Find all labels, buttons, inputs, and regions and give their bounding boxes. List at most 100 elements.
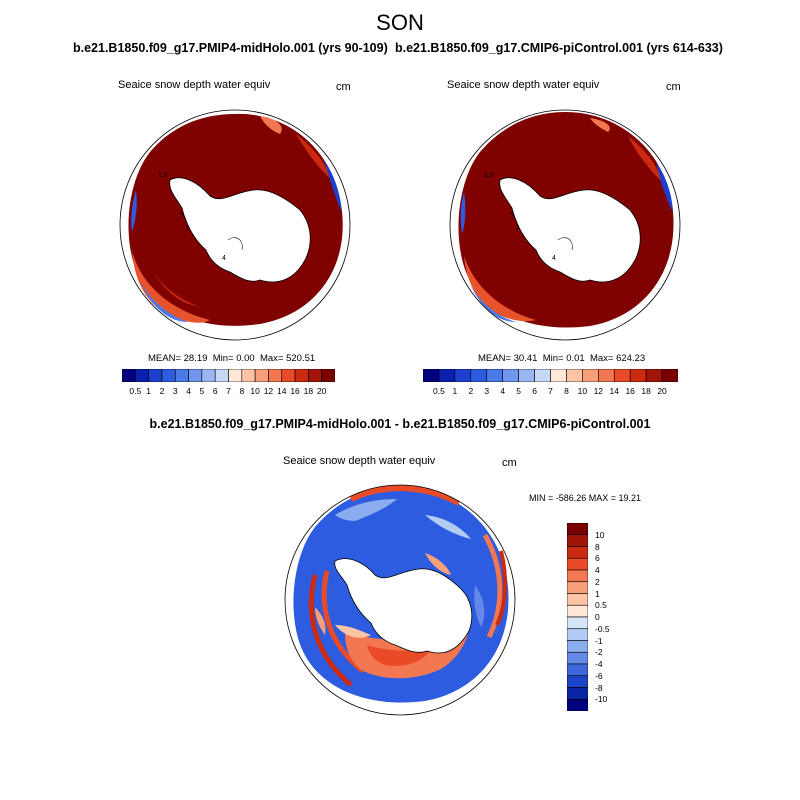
- colorbar-swatch: [661, 369, 678, 382]
- colorbar-swatch: [567, 675, 588, 688]
- colorbar-swatch: [645, 369, 663, 382]
- colorbar-swatch: [566, 369, 583, 382]
- colorbar-tick-label: 18: [641, 386, 651, 396]
- colorbar-swatch: [321, 369, 335, 382]
- colorbar-tick-label: 0.5: [129, 386, 142, 396]
- colorbar-swatch: [502, 369, 519, 382]
- colorbar-tick-label: 18: [303, 386, 314, 396]
- colorbar-swatch: [582, 369, 599, 382]
- colorbar-tick-label: 3: [484, 386, 490, 396]
- colorbar-swatch: [567, 557, 588, 571]
- colorbar-tick-label: 14: [277, 386, 287, 396]
- colorbar-tick-label: 12: [263, 386, 274, 396]
- colorbar-swatch: [423, 369, 440, 382]
- colorbar-tick-label: 8: [595, 541, 600, 552]
- left-mean: MEAN= 28.19: [148, 353, 208, 364]
- right-polar-map: 1.6 4: [449, 109, 681, 341]
- right-units-label: cm: [666, 81, 681, 93]
- colorbar-swatch: [486, 369, 503, 382]
- colorbar-swatch: [241, 369, 256, 382]
- left-contour-label-1: 1.6: [158, 172, 168, 179]
- colorbar-swatch: [308, 369, 322, 382]
- colorbar-swatch: [629, 369, 647, 382]
- colorbar-tick-label: 0.5: [433, 386, 445, 396]
- colorbar-tick-label: 12: [593, 386, 604, 396]
- diff-colorbar-labels: 10 8 6 4 2 1 0.5 0 -0.5 -1 -2 -4 -6 -8 -10: [595, 523, 635, 711]
- colorbar-swatch: [148, 369, 163, 382]
- colorbar-tick-label: 2: [159, 386, 165, 396]
- colorbar-swatch: [174, 369, 189, 382]
- colorbar-tick-label: -4: [595, 659, 603, 669]
- colorbar-swatch: [598, 369, 615, 382]
- colorbar-tick-label: 2: [468, 386, 474, 396]
- colorbar-swatch: [161, 369, 176, 382]
- season-title: SON: [376, 10, 424, 35]
- right-contour-label-1: 1.6: [484, 172, 494, 179]
- colorbar-swatch: [518, 369, 535, 382]
- colorbar-swatch: [268, 369, 283, 382]
- difference-polar-map: [284, 484, 516, 716]
- colorbar-tick-label: 7: [226, 386, 231, 396]
- left-variable-label: Seaice snow depth water equiv: [118, 79, 271, 91]
- colorbar-tick-label: 10: [595, 529, 605, 540]
- colorbar-swatch: [534, 369, 551, 382]
- diff-minmax: MIN = -586.26 MAX = 19.21: [529, 493, 642, 503]
- colorbar-tick-label: 20: [657, 386, 667, 396]
- colorbar-tick-label: 10: [250, 386, 260, 396]
- colorbar-swatch: [438, 369, 456, 382]
- diff-variable-label: Seaice snow depth water equiv: [283, 455, 436, 467]
- colorbar-tick-label: 16: [625, 386, 635, 396]
- right-stats: MEAN= 30.41 Min= 0.01 Max= 624.23: [478, 353, 645, 364]
- left-stats: MEAN= 28.19 Min= 0.00 Max= 520.51: [148, 353, 315, 364]
- colorbar-swatch: [613, 369, 631, 382]
- right-colorbar-labels: 0.5 1 2 3 4 5 6 7 8 10 12 14 16 18 20: [423, 386, 678, 398]
- colorbar-swatch: [201, 369, 216, 382]
- colorbar-tick-label: 4: [186, 386, 191, 396]
- right-mean: MEAN= 30.41: [478, 353, 538, 364]
- colorbar-tick-label: 6: [595, 553, 600, 564]
- left-polar-map: 1.6 4: [119, 109, 351, 341]
- colorbar-swatch: [567, 569, 588, 583]
- left-max: Max= 520.51: [259, 353, 316, 364]
- colorbar-swatch: [122, 369, 136, 382]
- colorbar-swatch: [567, 698, 588, 711]
- colorbar-tick-label: 3: [172, 386, 178, 396]
- colorbar-tick-label: -2: [595, 647, 603, 658]
- colorbar-swatch: [567, 687, 588, 700]
- colorbar-tick-label: 0: [595, 612, 600, 622]
- left-seaice-field: [128, 113, 343, 326]
- colorbar-tick-label: -10: [595, 694, 608, 705]
- right-variable-label: Seaice snow depth water equiv: [447, 79, 600, 91]
- left-units-label: cm: [336, 81, 351, 93]
- left-colorbar-labels: 0.5 1 2 3 4 5 6 7 8 10 12 14 16 18 20: [122, 386, 335, 398]
- colorbar-swatch: [567, 663, 588, 677]
- right-colorbar: [423, 369, 678, 382]
- difference-title: b.e21.B1850.f09_g17.PMIP4-midHolo.001 - …: [149, 417, 651, 431]
- left-contour-label-2: 4: [222, 255, 226, 262]
- colorbar-swatch: [454, 369, 472, 382]
- colorbar-tick-label: 5: [516, 386, 521, 396]
- colorbar-tick-label: 6: [532, 386, 537, 396]
- diff-colorbar: [567, 523, 588, 711]
- colorbar-tick-label: 1: [146, 386, 151, 396]
- colorbar-tick-label: 4: [595, 565, 600, 575]
- colorbar-swatch: [281, 369, 296, 382]
- colorbar-tick-label: 8: [564, 386, 569, 396]
- right-antarctica-outline: [499, 177, 641, 283]
- colorbar-swatch: [567, 651, 588, 665]
- colorbar-tick-label: 1: [452, 386, 458, 396]
- right-contour-label-2: 4: [552, 255, 556, 262]
- colorbar-swatch: [567, 534, 588, 547]
- left-antarctica-outline: [169, 177, 311, 283]
- colorbar-tick-label: 1: [595, 588, 600, 599]
- left-panel-title: b.e21.B1850.f09_g17.PMIP4-midHolo.001 (y…: [73, 41, 388, 55]
- colorbar-swatch: [294, 369, 309, 382]
- colorbar-swatch: [567, 640, 588, 653]
- right-min: Min= 0.01: [542, 353, 585, 364]
- right-max: Max= 624.23: [589, 353, 646, 364]
- colorbar-swatch: [567, 523, 588, 536]
- left-colorbar: [122, 369, 335, 382]
- colorbar-tick-label: 2: [595, 576, 600, 587]
- colorbar-swatch: [567, 546, 588, 559]
- colorbar-swatch: [470, 369, 488, 382]
